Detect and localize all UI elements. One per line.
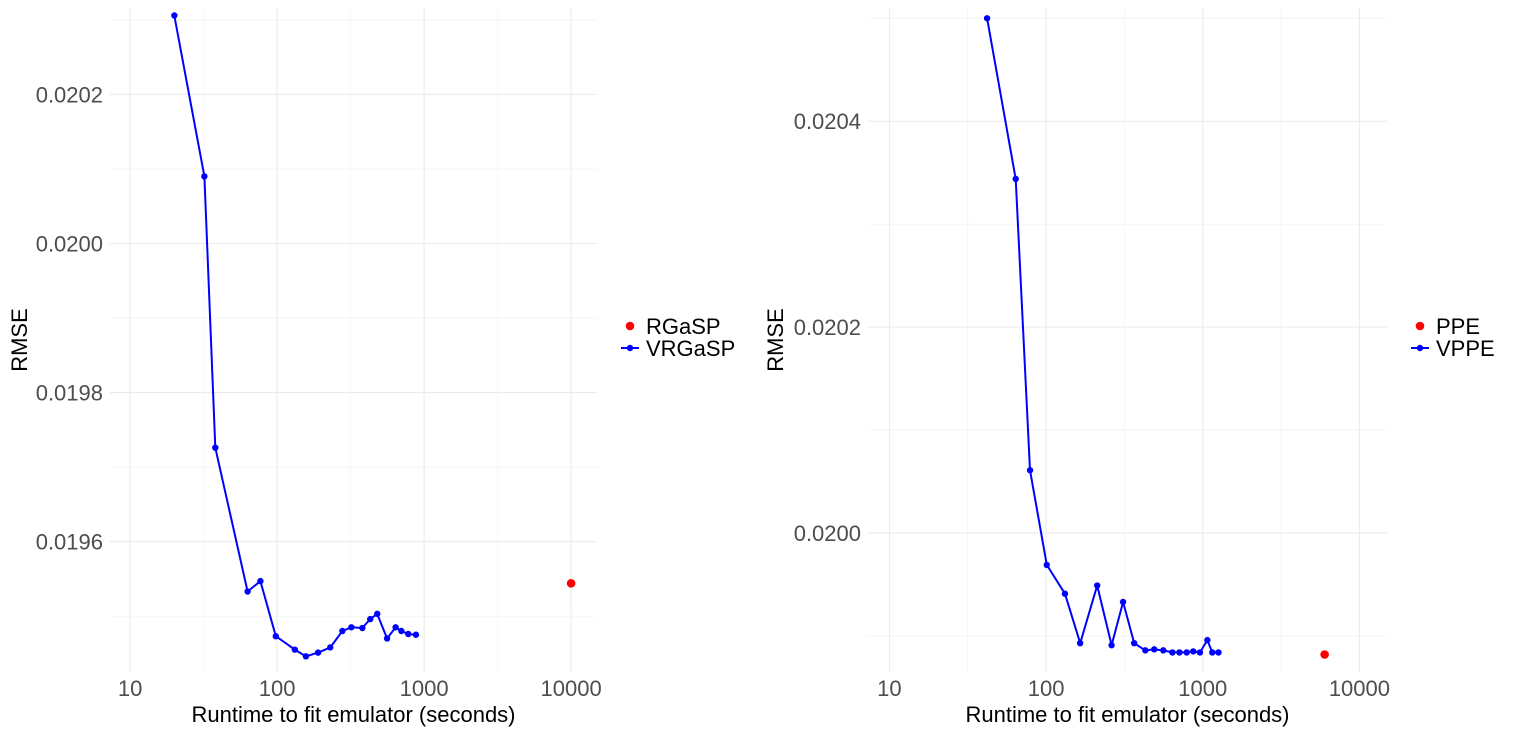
legend-key-point (625, 321, 635, 331)
data-point (1012, 175, 1019, 183)
legend-key-point (626, 344, 634, 352)
y-axis-title: RMSE (763, 308, 788, 372)
y-axis-title: RMSE (7, 308, 32, 372)
x-tick-label: 100 (259, 676, 296, 701)
data-point (367, 615, 374, 623)
data-point (291, 646, 299, 653)
data-point (201, 173, 208, 180)
series-line (986, 18, 1219, 654)
legend-label: VRGaSP (646, 336, 735, 361)
data-point (1061, 590, 1069, 597)
data-point (348, 624, 355, 631)
series-vrgasp (171, 12, 420, 660)
legend-label: VPPE (1436, 336, 1495, 361)
x-axis-title: Runtime to fit emulator (seconds) (191, 702, 515, 727)
data-point (1160, 647, 1167, 654)
x-tick-label: 1000 (1178, 676, 1227, 701)
y-tick-label: 0.0202 (36, 82, 103, 107)
x-tick-label: 10 (877, 676, 901, 701)
data-point (1169, 649, 1176, 656)
data-point (1130, 639, 1138, 647)
x-axis-title: Runtime to fit emulator (seconds) (965, 702, 1289, 727)
data-point (1094, 582, 1101, 589)
x-tick-label: 10 (118, 676, 142, 701)
data-point (359, 624, 366, 632)
x-tick-label: 10000 (541, 676, 602, 701)
data-point (1176, 649, 1183, 656)
data-point (1108, 642, 1115, 649)
data-point (1043, 561, 1050, 569)
y-tick-label: 0.0200 (794, 521, 861, 546)
chart-panel-1: 10 100 1000 10000 0.0196 0.0198 0.0200 0.0202 Ru… (7, 8, 735, 727)
data-point (302, 653, 310, 660)
y-tick-label: 0.0202 (794, 315, 861, 340)
y-tick-label: 0.0198 (36, 381, 103, 406)
data-point (339, 627, 346, 635)
data-point (171, 12, 178, 19)
data-point (1320, 650, 1329, 659)
data-point (1204, 636, 1211, 644)
data-point (244, 588, 251, 595)
data-point (272, 633, 280, 640)
series-ppe (1320, 650, 1329, 659)
data-point (1215, 649, 1222, 656)
data-point (383, 635, 391, 642)
data-point (257, 577, 264, 585)
data-point (405, 630, 412, 638)
x-tick-label: 10000 (1329, 676, 1390, 701)
data-point (1190, 648, 1197, 655)
data-point (1026, 467, 1034, 474)
series-vppe (983, 15, 1222, 656)
y-tick-label: 0.0196 (36, 530, 103, 555)
x-tick-label: 100 (1028, 676, 1065, 701)
legend-key-point (1415, 321, 1425, 331)
data-point (314, 649, 322, 656)
y-tick-label: 0.0200 (36, 231, 103, 256)
data-point (1142, 647, 1149, 654)
data-point (1196, 649, 1204, 656)
series-line (173, 15, 416, 658)
data-point (1076, 639, 1084, 647)
series-rgasp (566, 579, 576, 588)
chart-panel-2: 10 100 1000 10000 0.0200 0.0202 0.0204 Runtime … (763, 8, 1495, 727)
legend-label: PPE (1436, 314, 1480, 339)
data-point (327, 644, 334, 651)
x-tick-label: 1000 (400, 676, 449, 701)
data-point (398, 627, 405, 635)
data-point (983, 15, 991, 22)
legend-key-point (1416, 344, 1424, 352)
data-point (566, 579, 576, 588)
gridlines (110, 8, 597, 672)
data-point (1151, 646, 1158, 653)
gridlines (868, 8, 1387, 672)
legend-label: RGaSP (646, 314, 721, 339)
data-point (1119, 598, 1127, 606)
y-tick-label: 0.0204 (794, 109, 861, 134)
data-point (374, 610, 381, 618)
data-point (1183, 649, 1190, 656)
data-point (1209, 649, 1216, 656)
data-point (212, 444, 219, 451)
data-point (412, 631, 420, 638)
data-point (392, 624, 399, 631)
